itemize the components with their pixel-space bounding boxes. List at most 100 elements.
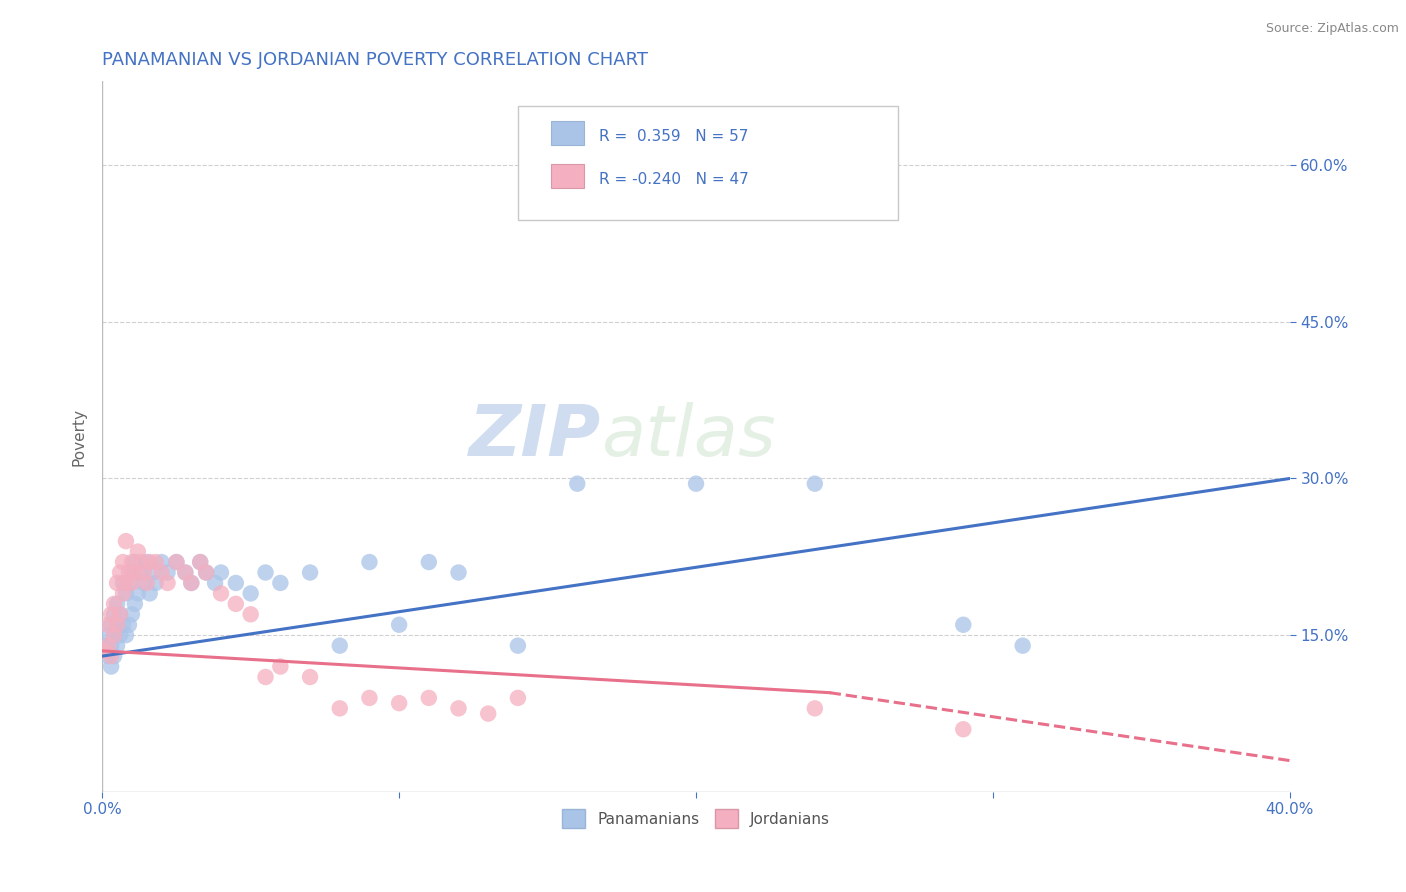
Point <box>138 586 160 600</box>
Point <box>174 566 197 580</box>
Point <box>132 566 155 580</box>
Point <box>209 566 232 580</box>
Point <box>156 566 179 580</box>
Point <box>100 607 122 622</box>
Text: atlas: atlas <box>600 402 776 471</box>
Point <box>97 639 120 653</box>
Point <box>142 566 165 580</box>
Point <box>115 534 138 549</box>
Point <box>103 607 125 622</box>
Legend: Panamanians, Jordanians: Panamanians, Jordanians <box>557 803 837 834</box>
Point <box>165 555 187 569</box>
Point <box>150 566 173 580</box>
Point <box>118 566 141 580</box>
Point <box>195 566 218 580</box>
Point <box>209 586 232 600</box>
Point <box>111 555 134 569</box>
Point <box>118 576 141 591</box>
Point <box>115 628 138 642</box>
Point <box>165 555 187 569</box>
FancyBboxPatch shape <box>551 121 585 145</box>
Point <box>329 701 352 715</box>
Point <box>254 566 277 580</box>
Text: PANAMANIAN VS JORDANIAN POVERTY CORRELATION CHART: PANAMANIAN VS JORDANIAN POVERTY CORRELAT… <box>103 51 648 69</box>
Text: R = -0.240   N = 47: R = -0.240 N = 47 <box>599 172 748 187</box>
Point <box>174 566 197 580</box>
Point <box>105 617 128 632</box>
Point <box>121 607 143 622</box>
Point <box>111 586 134 600</box>
Point <box>121 555 143 569</box>
Point <box>132 576 155 591</box>
Point <box>121 566 143 580</box>
Point <box>129 566 152 580</box>
Point <box>952 617 974 632</box>
Point <box>138 555 160 569</box>
Point <box>477 706 499 721</box>
Point <box>97 628 120 642</box>
Point <box>121 576 143 591</box>
Point <box>952 723 974 737</box>
Point <box>124 566 146 580</box>
Point <box>97 649 120 664</box>
Point <box>180 576 202 591</box>
Point <box>447 701 470 715</box>
Point <box>105 576 128 591</box>
Point <box>156 576 179 591</box>
Point <box>804 701 827 715</box>
Point <box>195 566 218 580</box>
Point <box>108 566 131 580</box>
Point <box>418 555 440 569</box>
Point <box>100 639 122 653</box>
Point <box>239 586 262 600</box>
Point <box>225 597 247 611</box>
Point <box>254 670 277 684</box>
Point <box>804 476 827 491</box>
Point <box>105 597 128 611</box>
Point <box>129 555 152 569</box>
Point <box>388 696 411 710</box>
Point <box>269 576 291 591</box>
Point <box>685 476 707 491</box>
Text: Source: ZipAtlas.com: Source: ZipAtlas.com <box>1265 22 1399 36</box>
Point <box>103 628 125 642</box>
Point <box>115 586 138 600</box>
Point <box>145 576 167 591</box>
Point <box>124 597 146 611</box>
Point <box>1011 639 1033 653</box>
Point <box>150 555 173 569</box>
Point <box>111 576 134 591</box>
Point <box>127 586 149 600</box>
Point <box>204 576 226 591</box>
Point <box>103 597 125 611</box>
Point <box>359 555 381 569</box>
Point <box>239 607 262 622</box>
Point <box>105 617 128 632</box>
Text: R =  0.359   N = 57: R = 0.359 N = 57 <box>599 129 748 145</box>
Point <box>115 576 138 591</box>
Point <box>567 476 589 491</box>
Point <box>269 659 291 673</box>
Y-axis label: Poverty: Poverty <box>72 408 86 466</box>
Point <box>188 555 211 569</box>
Point <box>100 659 122 673</box>
Point <box>506 639 529 653</box>
Point <box>108 607 131 622</box>
Point <box>94 644 117 658</box>
Point <box>105 639 128 653</box>
Point <box>180 576 202 591</box>
Point <box>299 670 322 684</box>
Point <box>111 617 134 632</box>
Point <box>100 617 122 632</box>
FancyBboxPatch shape <box>517 106 898 220</box>
Point <box>103 628 125 642</box>
Point <box>329 639 352 653</box>
Point <box>103 649 125 664</box>
Point <box>118 617 141 632</box>
Point <box>108 607 131 622</box>
Point <box>127 544 149 558</box>
Point <box>225 576 247 591</box>
Point <box>299 566 322 580</box>
Point <box>135 555 157 569</box>
Point <box>94 639 117 653</box>
